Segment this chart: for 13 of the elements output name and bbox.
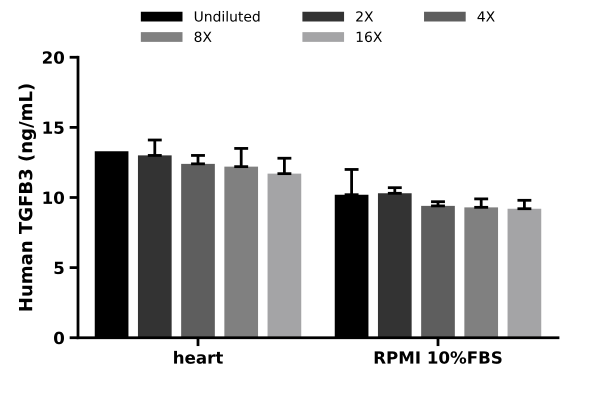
- legend-label: Undiluted: [194, 10, 260, 22]
- x-tick-label: RPMI 10%FBS: [374, 351, 502, 364]
- y-axis-title: Human TGFB3 (ng/mL): [18, 84, 36, 311]
- y-tick-label: 15: [43, 122, 64, 134]
- x-tick-label: heart: [174, 350, 223, 364]
- y-tick-label: 5: [54, 262, 64, 274]
- y-tick-label: 20: [42, 51, 64, 64]
- legend-label: 8X: [194, 32, 212, 42]
- legend-label: 4X: [477, 11, 495, 22]
- legend-label: 16X: [356, 32, 382, 42]
- legend-label: 2X: [356, 11, 374, 22]
- y-tick-label: 0: [54, 332, 64, 344]
- y-tick-label: 10: [43, 191, 64, 204]
